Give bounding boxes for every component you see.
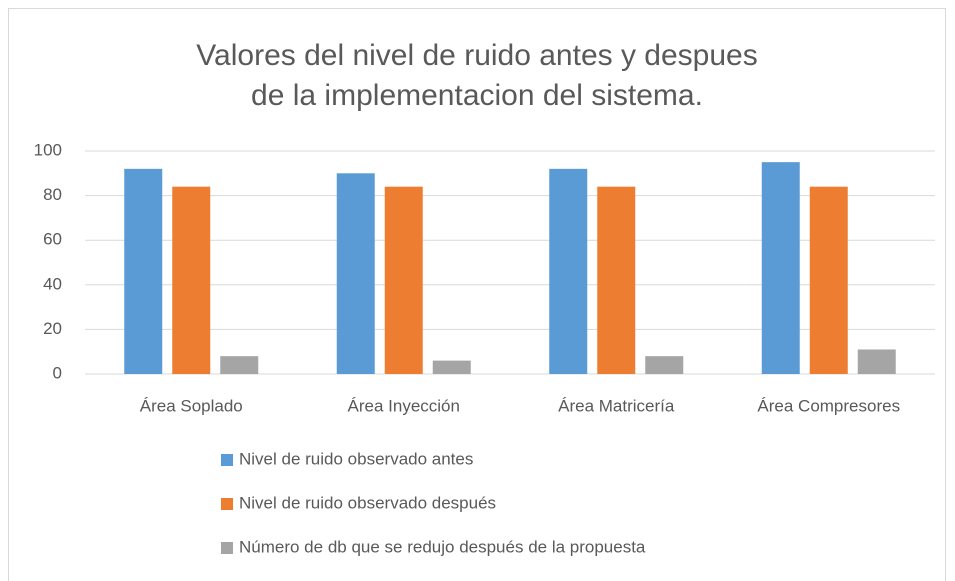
x-tick-label: Área Matricería (558, 396, 675, 415)
bar (220, 356, 259, 374)
bar (597, 186, 636, 374)
chart-title: Valores del nivel de ruido antes y despu… (196, 39, 758, 112)
bar (645, 356, 684, 374)
x-tick-label: Área Compresores (757, 396, 900, 415)
bar (761, 162, 800, 374)
legend-label: Nivel de ruido observado antes (239, 449, 473, 468)
chart-border (8, 8, 946, 581)
x-tick-label: Área Soplado (140, 396, 243, 415)
y-tick-label: 20 (43, 319, 62, 338)
y-tick-label: 100 (34, 140, 62, 159)
legend-label: Número de db que se redujo después de la… (239, 537, 646, 556)
y-tick-label: 80 (43, 185, 62, 204)
legend-swatch (221, 498, 233, 510)
bar (124, 168, 163, 374)
legend-swatch (221, 542, 233, 554)
y-tick-label: 40 (43, 274, 62, 293)
bar (809, 186, 848, 374)
bar (384, 186, 423, 374)
bar (857, 349, 896, 374)
x-tick-label: Área Inyección (348, 396, 460, 415)
legend-label: Nivel de ruido observado después (239, 493, 496, 512)
bar (432, 360, 471, 374)
bar (336, 173, 375, 374)
legend-swatch (221, 454, 233, 466)
y-tick-label: 60 (43, 230, 62, 249)
bar (549, 168, 588, 374)
bar (172, 186, 211, 374)
y-tick-label: 0 (53, 363, 62, 382)
